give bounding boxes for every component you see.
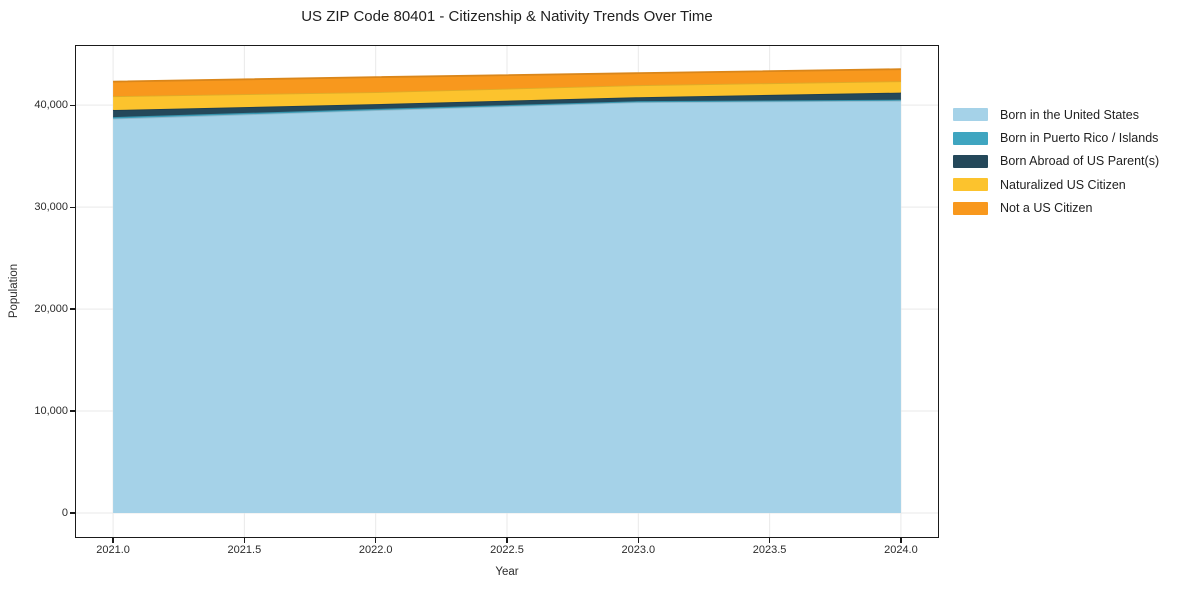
y-tick-mark	[70, 308, 75, 310]
y-axis-label: Population	[8, 263, 20, 319]
legend-label: Born in the United States	[1000, 107, 1139, 122]
legend-label: Not a US Citizen	[1000, 201, 1093, 216]
area-born-in-the-united-states	[113, 100, 901, 514]
legend-item: Born in the United States	[953, 103, 1159, 126]
x-tick-mark	[112, 538, 114, 543]
y-tick-mark	[70, 512, 75, 514]
legend-swatch	[953, 178, 988, 192]
x-axis-label: Year	[495, 566, 519, 578]
area-born-abroad-of-us-parent-s-	[113, 92, 901, 118]
y-tick-label: 30,000	[34, 200, 68, 213]
legend-label: Born Abroad of US Parent(s)	[1000, 154, 1160, 169]
y-tick-label: 40,000	[34, 98, 68, 111]
area-not-a-us-citizen	[113, 69, 901, 97]
y-tick-mark	[70, 206, 75, 208]
x-tick-mark	[637, 538, 639, 543]
x-tick-mark	[243, 538, 245, 543]
legend: Born in the United States Born in Puerto …	[953, 103, 1159, 220]
y-tick-label: 20,000	[34, 302, 68, 315]
legend-label: Born in Puerto Rico / Islands	[1000, 131, 1159, 146]
x-tick-mark	[375, 538, 377, 543]
legend-item: Born Abroad of US Parent(s)	[953, 150, 1159, 173]
x-tick-label: 2023.0	[621, 544, 656, 556]
legend-item: Not a US Citizen	[953, 197, 1159, 220]
legend-swatch	[953, 108, 988, 122]
area-edge-not-a-us-citizen	[113, 68, 901, 83]
x-tick-label: 2021.0	[96, 544, 130, 556]
y-tick-mark	[70, 410, 75, 412]
x-tick-mark	[506, 538, 508, 543]
legend-swatch	[953, 201, 988, 215]
x-tick-mark	[769, 538, 771, 543]
area-edge-born-abroad-of-us-parent-s-	[113, 91, 901, 111]
x-tick-label: 2023.5	[752, 544, 787, 556]
legend-label: Naturalized US Citizen	[1000, 177, 1126, 192]
legend-item: Naturalized US Citizen	[953, 173, 1159, 196]
legend-swatch	[953, 154, 988, 168]
legend-swatch	[953, 131, 988, 145]
x-tick-label: 2024.0	[884, 544, 918, 556]
legend-item: Born in Puerto Rico / Islands	[953, 126, 1159, 149]
x-tick-label: 2022.5	[490, 544, 524, 556]
x-tick-label: 2022.0	[358, 544, 393, 556]
stacked-area-chart	[75, 45, 939, 538]
y-tick-mark	[70, 104, 75, 106]
chart-title: US ZIP Code 80401 - Citizenship & Nativi…	[301, 8, 713, 25]
y-tick-label: 0	[61, 506, 68, 519]
area-naturalized-us-citizen	[113, 81, 901, 111]
x-tick-label: 2021.5	[227, 544, 262, 556]
x-tick-mark	[900, 538, 902, 543]
y-tick-label: 10,000	[34, 404, 68, 417]
